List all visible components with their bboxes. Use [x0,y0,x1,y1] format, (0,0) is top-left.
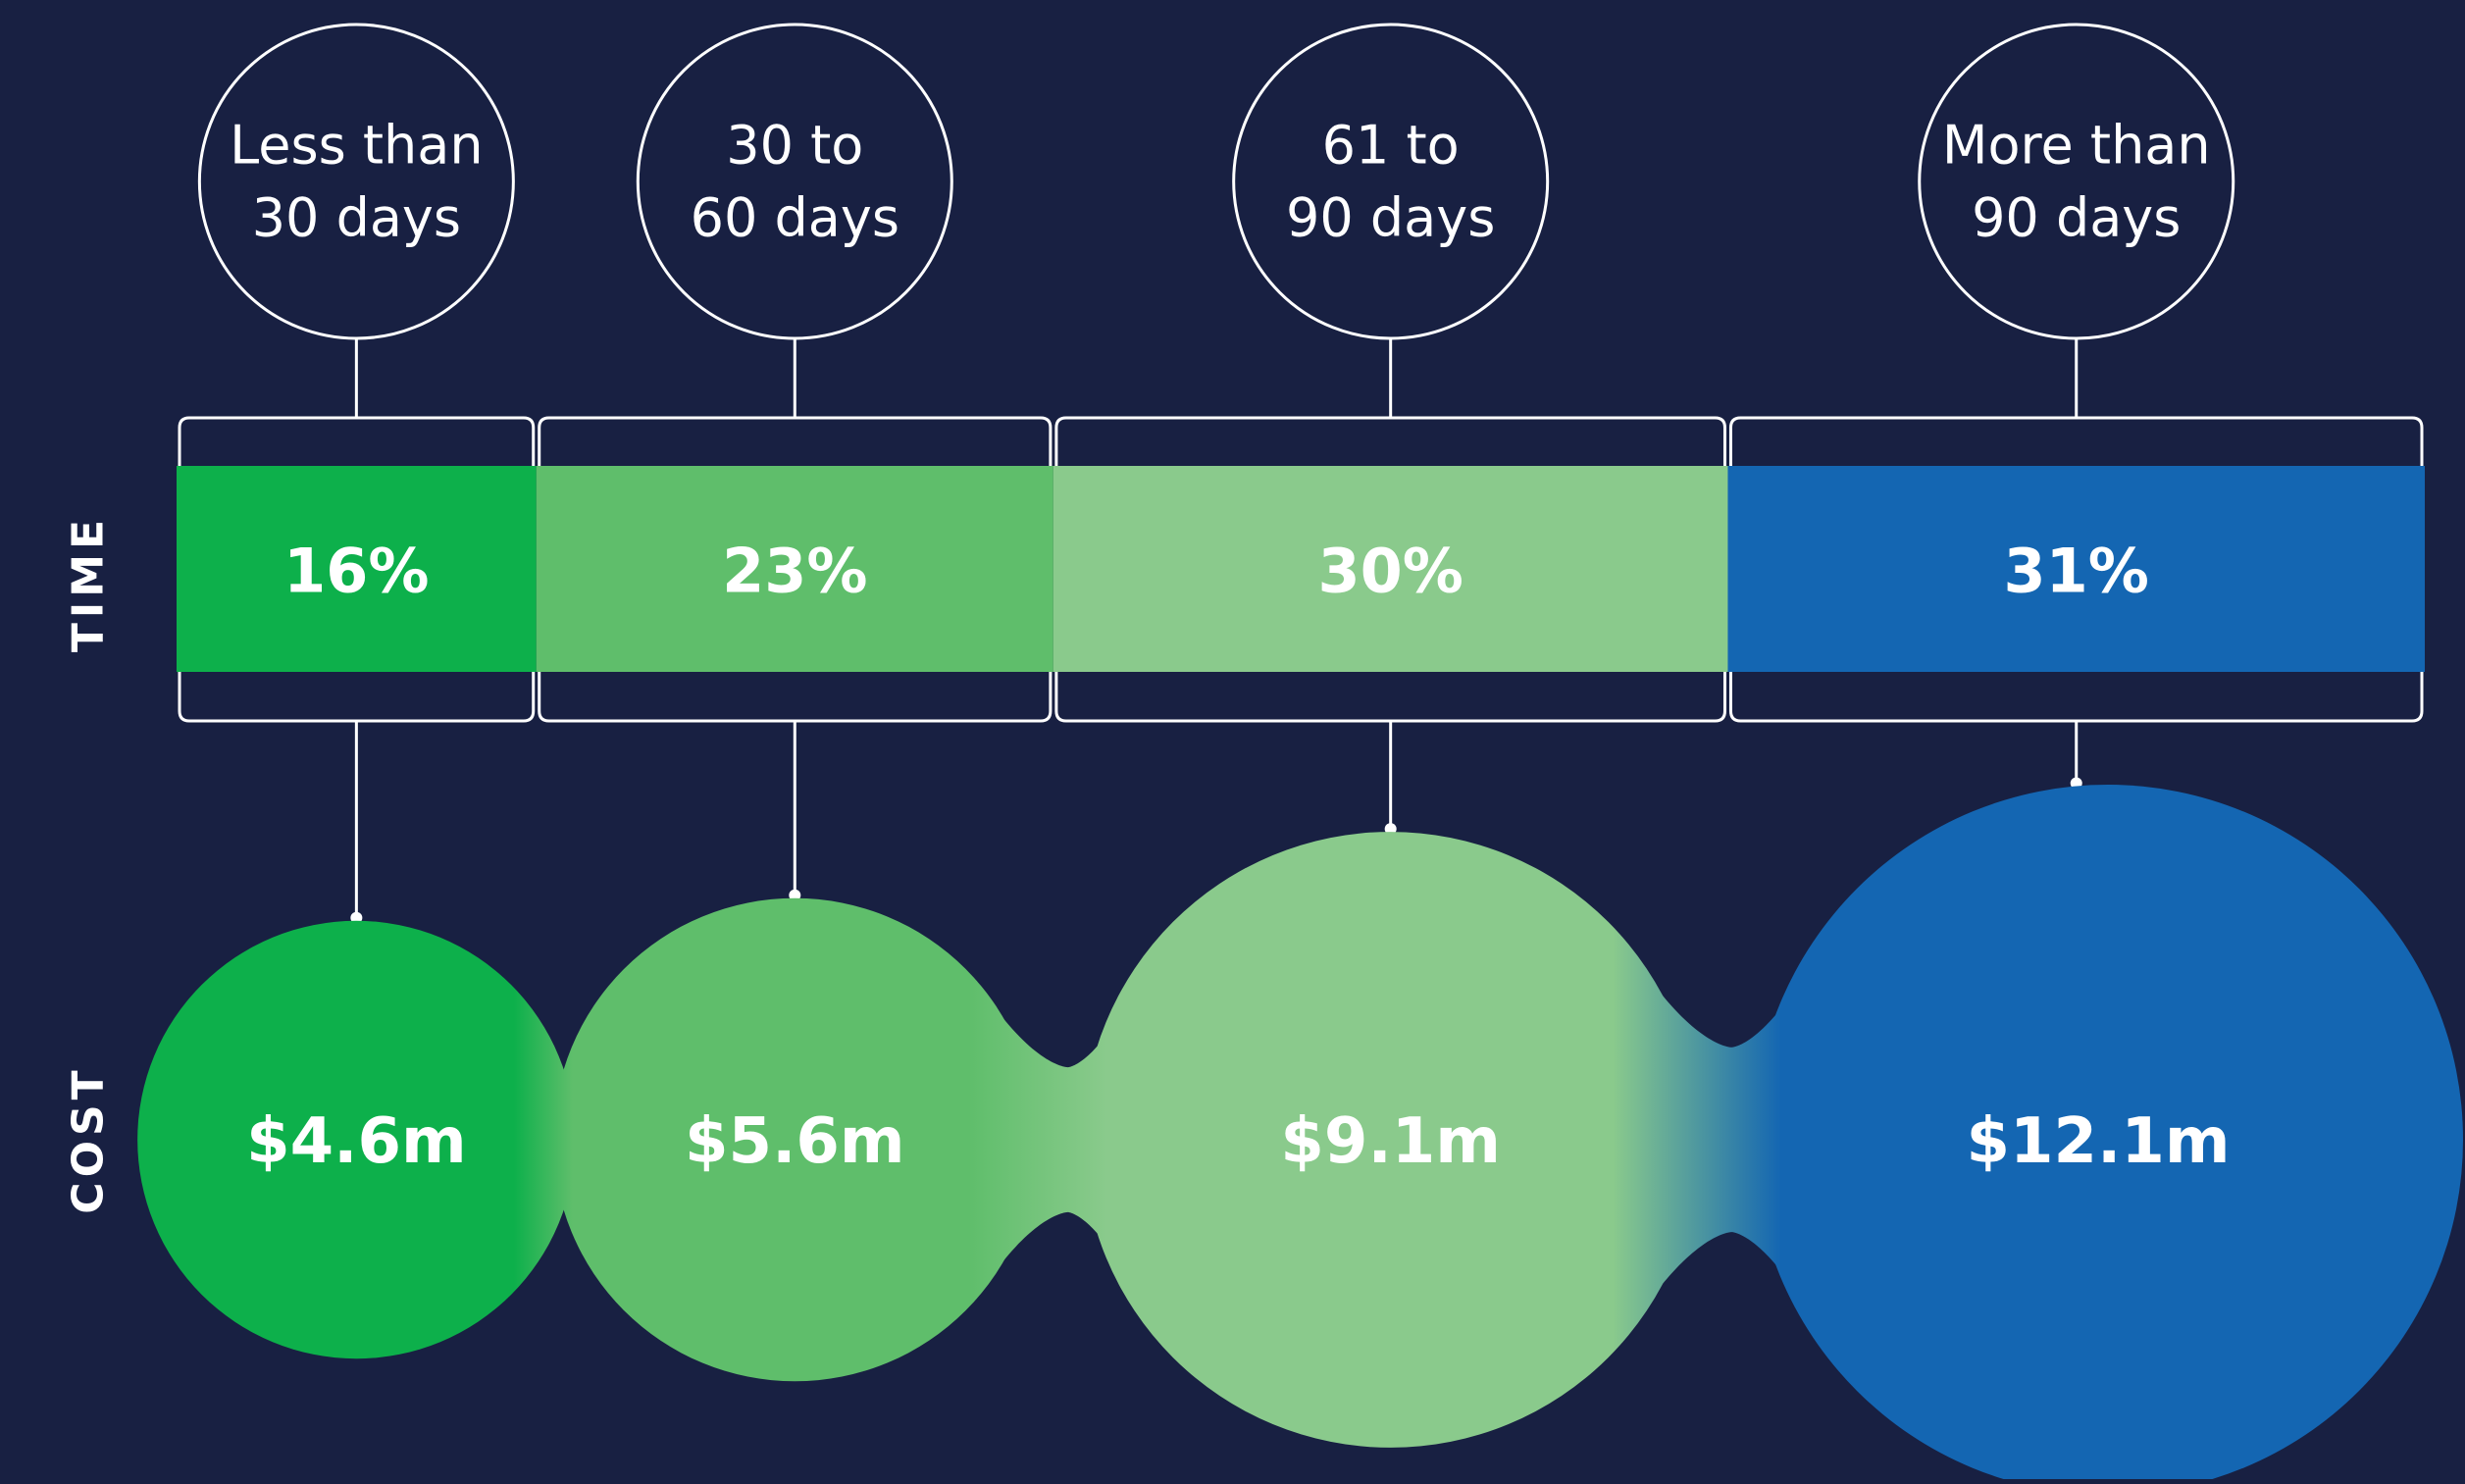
category-circle-layer: Less than 30 days 30 to 60 days 61 to 90 days… [197,23,2235,340]
time-bar-segment [1727,466,2425,672]
time-bracket-bottom [1728,672,2424,723]
time-bracket-top [1728,416,2424,466]
time-bar-segment [177,466,537,672]
cost-blob-layer [137,785,2463,1484]
category-label: 30 to [726,115,863,177]
category-circle [1232,23,1550,340]
time-bracket-top [178,416,536,466]
time-percent-label: 23% [722,536,867,607]
category-label: 61 to [1322,115,1460,177]
category-circle [636,23,953,340]
category-circle [1918,23,2235,340]
cost-bubble [553,897,1037,1382]
cost-connector-dot [350,911,363,924]
category-label: 30 days [252,187,461,249]
connector-layer [350,338,2082,924]
cost-bubble-neck [1621,905,1841,1374]
cost-bubble [137,920,576,1359]
time-bracket-bottom [178,672,536,723]
time-bracket-bottom [538,672,1053,723]
cost-bubble-neck [976,936,1159,1344]
time-bar-segment [1053,466,1728,672]
bracket-layer [178,416,2424,723]
time-bar-layer [177,466,2425,672]
category-label: 90 days [1972,187,2181,249]
label-layer: 16% 23% 30% 31% $4.6m $5.6m $9.1m $12.1m [246,536,2230,1179]
category-label: More than [1942,115,2211,177]
cost-value-label: $4.6m [246,1105,467,1178]
category-label: 90 days [1286,187,1495,249]
cost-connector-dot [1384,823,1397,836]
time-bar-segment [536,466,1053,672]
time-percent-label: 30% [1317,536,1463,607]
cost-bubble [1753,785,2463,1484]
cost-bubble [1082,832,1699,1448]
cost-row-label: COST [64,1065,114,1213]
time-bracket-bottom [1054,672,1726,723]
category-label: Less than [230,115,484,177]
cost-bubble-neck [521,980,614,1300]
cost-value-label: $12.1m [1966,1105,2230,1178]
time-row-label: TIME [64,515,114,652]
category-circle [197,23,515,340]
time-percent-label: 16% [283,536,429,607]
cost-connector-dot [789,889,801,901]
time-bracket-top [1054,416,1726,466]
time-bracket-top [538,416,1053,466]
cost-value-label: $9.1m [1280,1105,1501,1178]
cost-value-label: $5.6m [685,1105,905,1178]
category-label: 60 days [691,187,899,249]
time-percent-label: 31% [2004,536,2149,607]
